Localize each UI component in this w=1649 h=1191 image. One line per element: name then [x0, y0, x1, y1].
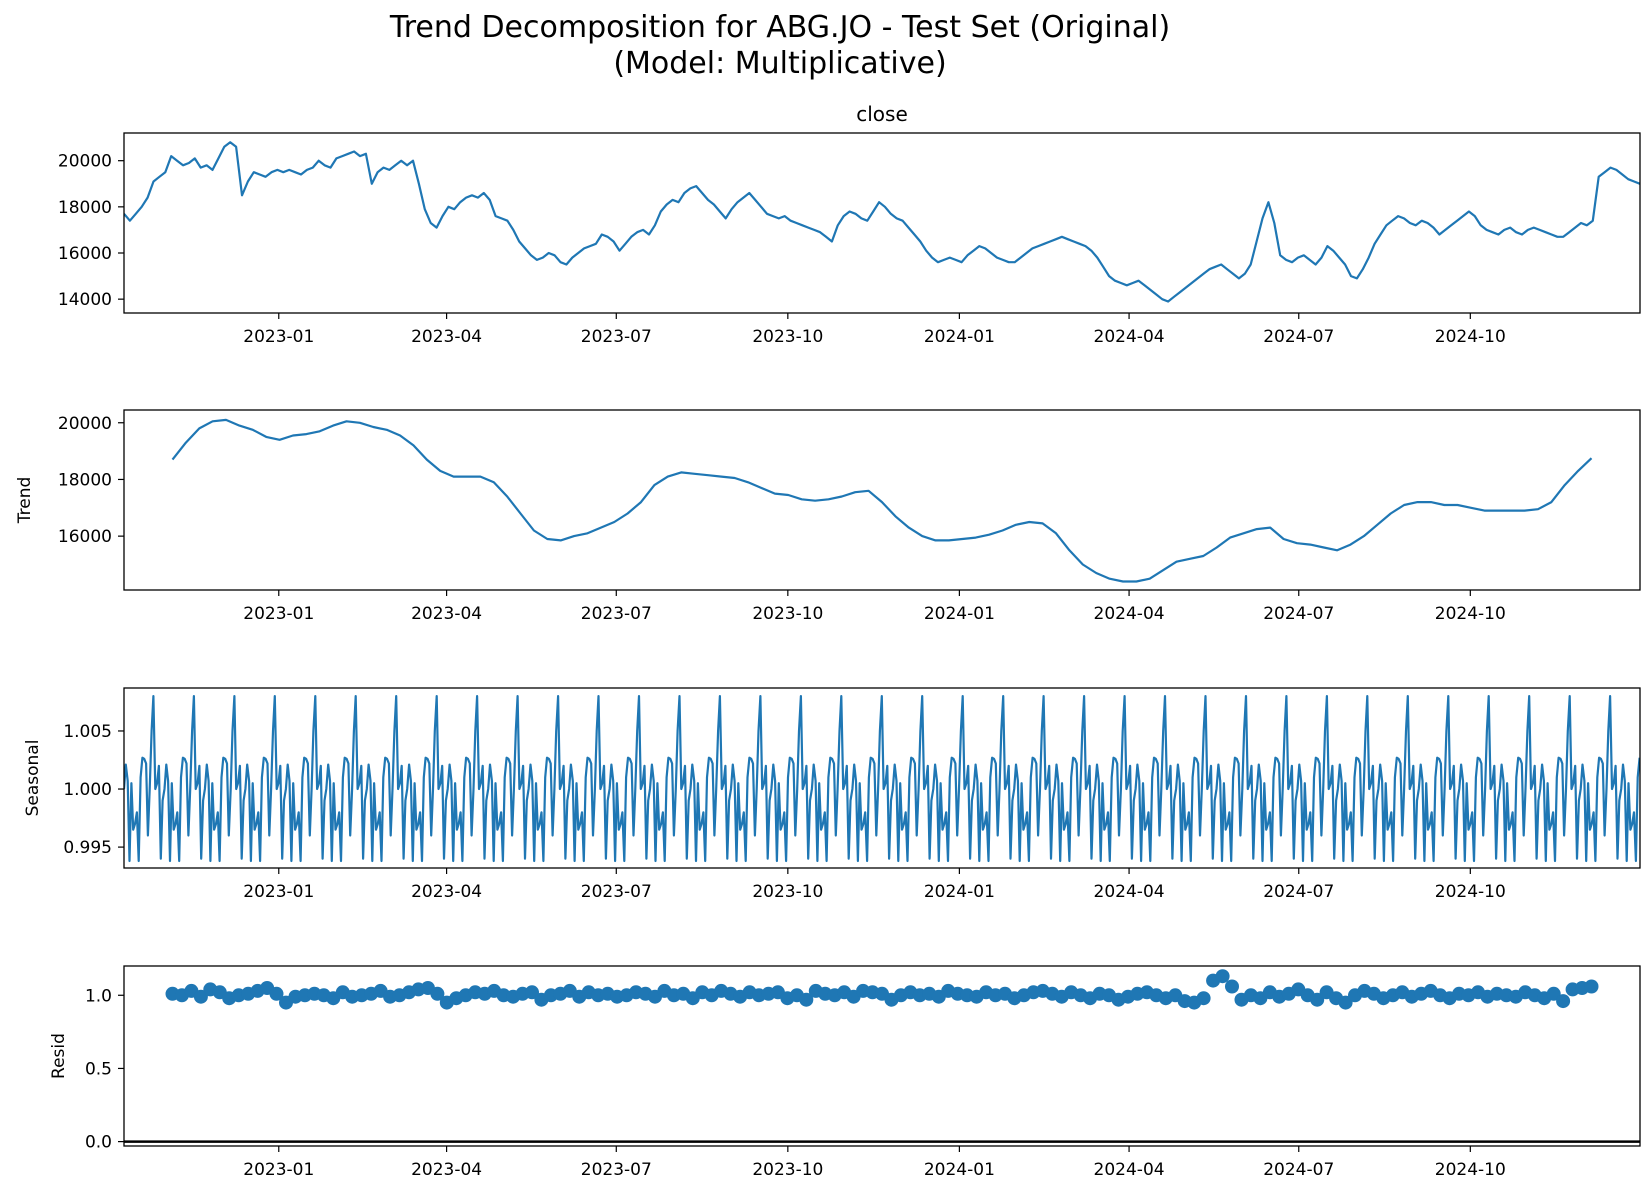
y-tick-label: 0.0	[85, 1133, 112, 1153]
resid-point	[430, 986, 445, 1001]
panel-4: 0.0 0.5 1.0 2023-01 2023-04 2023-07 2023-10 202…	[49, 965, 1641, 1180]
y-tick-label: 0.5	[85, 1059, 112, 1079]
axes-frame	[123, 687, 1641, 869]
resid-point	[1215, 969, 1230, 984]
x-tick-label: 2024-04	[1094, 1160, 1165, 1180]
x-tick-label: 2023-01	[243, 604, 314, 624]
series-3	[124, 694, 1640, 863]
x-tick-label: 2023-01	[243, 327, 314, 347]
resid-point	[1556, 994, 1571, 1009]
x-tick-label: 2024-10	[1435, 882, 1506, 902]
panel-2: 16000 18000 20000 2023-01 2023-04 2023-07 2023…	[15, 409, 1641, 624]
y-tick-label: 1.0	[85, 986, 112, 1006]
x-tick-label: 2023-01	[243, 1160, 314, 1180]
series-1	[124, 141, 1640, 303]
y-tick-label: 16000	[58, 244, 112, 264]
x-tick-label: 2024-07	[1263, 1160, 1334, 1180]
panel-1: 14000 16000 18000 20000 2023-01 2023-04 2023-0…	[58, 102, 1641, 347]
x-tick-label: 2023-04	[411, 1160, 482, 1180]
y-tick-label: 14000	[58, 290, 112, 310]
x-tick-label: 2024-07	[1263, 604, 1334, 624]
x-tick-label: 2024-10	[1435, 604, 1506, 624]
x-tick-label: 2024-01	[924, 882, 995, 902]
y-tick-label: 18000	[58, 198, 112, 218]
series-line	[124, 694, 1640, 863]
x-tick-label: 2023-07	[581, 882, 652, 902]
x-tick-label: 2023-10	[752, 604, 823, 624]
x-tick-label: 2023-07	[581, 1160, 652, 1180]
resid-point	[525, 985, 539, 1000]
x-tick-label: 2024-10	[1435, 1160, 1506, 1180]
y-tick-label: 16000	[58, 527, 112, 547]
resid-point	[1546, 986, 1561, 1001]
x-tick-label: 2024-01	[924, 604, 995, 624]
series-4	[165, 969, 1599, 1010]
x-tick-label: 2023-01	[243, 882, 314, 902]
y-tick-label: 0.995	[63, 838, 112, 858]
resid-point	[1310, 992, 1325, 1007]
series-line	[171, 418, 1593, 583]
x-tick-label: 2024-01	[924, 327, 995, 347]
x-tick-label: 2023-04	[411, 327, 482, 347]
resid-point	[193, 989, 208, 1004]
figure-title-line2: (Model: Multiplicative)	[613, 46, 947, 81]
resid-point	[1584, 979, 1599, 994]
x-tick-label: 2023-07	[581, 327, 652, 347]
series-line	[124, 141, 1640, 303]
x-tick-label: 2024-04	[1094, 604, 1165, 624]
y-tick-label: 20000	[58, 414, 112, 434]
x-tick-label: 2023-04	[411, 604, 482, 624]
panel-title: close	[856, 102, 908, 126]
y-tick-label: 1.005	[63, 722, 112, 742]
y-tick-label: 18000	[58, 470, 112, 490]
resid-point	[1225, 979, 1239, 994]
x-tick-label: 2024-07	[1263, 327, 1334, 347]
x-tick-label: 2024-01	[924, 1160, 995, 1180]
panel-3: 0.995 1.000 1.005 2023-01 2023-04 2023-07 2023…	[23, 687, 1641, 902]
y-axis-label: Trend	[15, 477, 35, 525]
figure-title-line1: Trend Decomposition for ABG.JO - Test Se…	[389, 10, 1171, 45]
axes-frame	[123, 132, 1641, 314]
x-tick-label: 2023-04	[411, 882, 482, 902]
x-tick-label: 2023-10	[752, 1160, 823, 1180]
y-axis-label: Resid	[49, 1033, 69, 1079]
resid-point	[269, 986, 284, 1001]
series-2	[171, 418, 1593, 583]
y-axis-label: Seasonal	[23, 740, 43, 817]
y-tick-label: 1.000	[63, 780, 112, 800]
x-tick-label: 2024-07	[1263, 882, 1334, 902]
resid-point	[1196, 991, 1211, 1006]
x-tick-label: 2024-04	[1094, 882, 1165, 902]
x-tick-label: 2023-10	[752, 327, 823, 347]
resid-point	[1338, 995, 1353, 1010]
axes-frame	[123, 409, 1641, 591]
y-tick-label: 20000	[58, 152, 112, 172]
x-tick-label: 2024-04	[1094, 327, 1165, 347]
axes-frame	[123, 965, 1641, 1147]
x-tick-label: 2024-10	[1435, 327, 1506, 347]
resid-point	[799, 992, 814, 1007]
x-tick-label: 2023-07	[581, 604, 652, 624]
x-tick-label: 2023-10	[752, 882, 823, 902]
